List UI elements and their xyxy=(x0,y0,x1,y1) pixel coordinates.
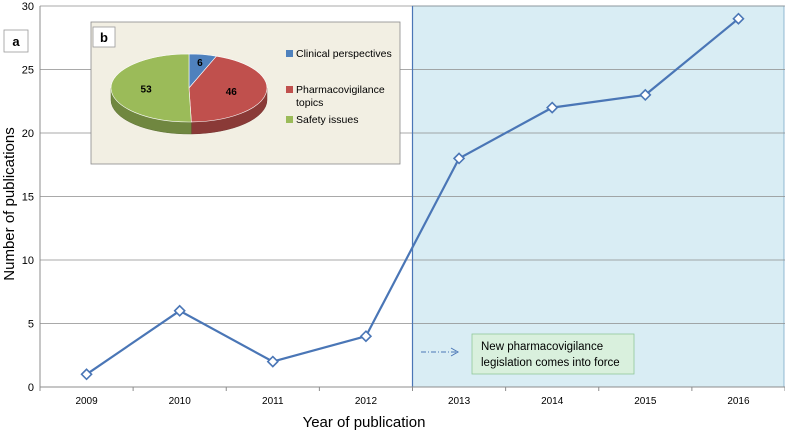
data-point-marker xyxy=(173,304,186,317)
legend-swatch xyxy=(286,86,293,93)
annotation-text-line1: New pharmacovigilance xyxy=(481,341,603,353)
x-tick-label: 2015 xyxy=(634,396,657,407)
legend-label: Clinical perspectives xyxy=(296,48,392,60)
data-point-marker xyxy=(80,368,93,381)
annotation-arrow-head xyxy=(450,347,460,357)
x-tick-label: 2010 xyxy=(169,396,192,407)
legend-label-line2: topics xyxy=(296,97,323,109)
y-tick-label: 10 xyxy=(22,255,34,267)
x-axis-label: Year of publication xyxy=(303,414,426,431)
annotation-box xyxy=(471,333,635,375)
publications-series-line xyxy=(85,17,740,376)
panel-b-label-box xyxy=(92,26,116,48)
legend-swatch xyxy=(286,50,293,57)
y-tick-label: 15 xyxy=(22,192,34,204)
inset-pie-panel: b 6 46 53 Clinical perspectives Pharmacovig… xyxy=(90,21,401,165)
legend-swatch xyxy=(286,116,293,123)
y-tick-label: 25 xyxy=(22,65,34,77)
pie-legend: Clinical perspectives Pharmacovigilanceto… xyxy=(286,48,392,126)
x-tick-label: 2009 xyxy=(75,396,98,407)
panel-a-label: a xyxy=(12,34,20,49)
publications-markers xyxy=(80,12,745,381)
y-tick-label: 20 xyxy=(22,128,34,140)
y-tick-labels: 0 5 10 15 20 25 30 xyxy=(22,1,34,394)
x-tick-label: 2011 xyxy=(262,396,284,407)
pie-slice-value: 6 xyxy=(197,58,203,69)
pie-chart: 6 46 53 xyxy=(110,53,268,135)
y-tick-label: 0 xyxy=(28,382,34,394)
data-point-marker xyxy=(732,12,745,25)
data-point-marker xyxy=(266,355,279,368)
pie-slice xyxy=(110,53,192,123)
panel-b-label: b xyxy=(100,30,108,45)
x-tick-labels: 2009 2010 2011 2012 2013 2014 2015 2016 xyxy=(39,387,785,407)
data-point-marker xyxy=(546,101,559,114)
pie-slice xyxy=(188,55,268,123)
x-tick-label: 2012 xyxy=(355,396,378,407)
data-point-marker xyxy=(639,88,652,102)
annotation-text-line2: legislation comes into force xyxy=(481,357,620,369)
data-point-marker xyxy=(452,152,466,165)
x-tick-label: 2014 xyxy=(541,396,564,407)
y-tick-label: 30 xyxy=(22,1,34,13)
y-axis-label: Number of publications xyxy=(1,127,18,280)
y-tick-label: 5 xyxy=(28,319,34,331)
legend-label: Safety issues xyxy=(296,114,358,126)
x-tick-label: 2013 xyxy=(448,396,471,407)
panel-a-label-box: a xyxy=(3,29,29,53)
legislation-annotation: New pharmacovigilance legislation comes … xyxy=(421,333,635,375)
legend-label: Pharmacovigilance xyxy=(296,84,385,96)
pie-slice-value: 46 xyxy=(226,87,238,98)
data-point-marker xyxy=(359,330,373,343)
x-tick-label: 2016 xyxy=(727,396,750,407)
pie-slice-value: 53 xyxy=(141,84,153,95)
